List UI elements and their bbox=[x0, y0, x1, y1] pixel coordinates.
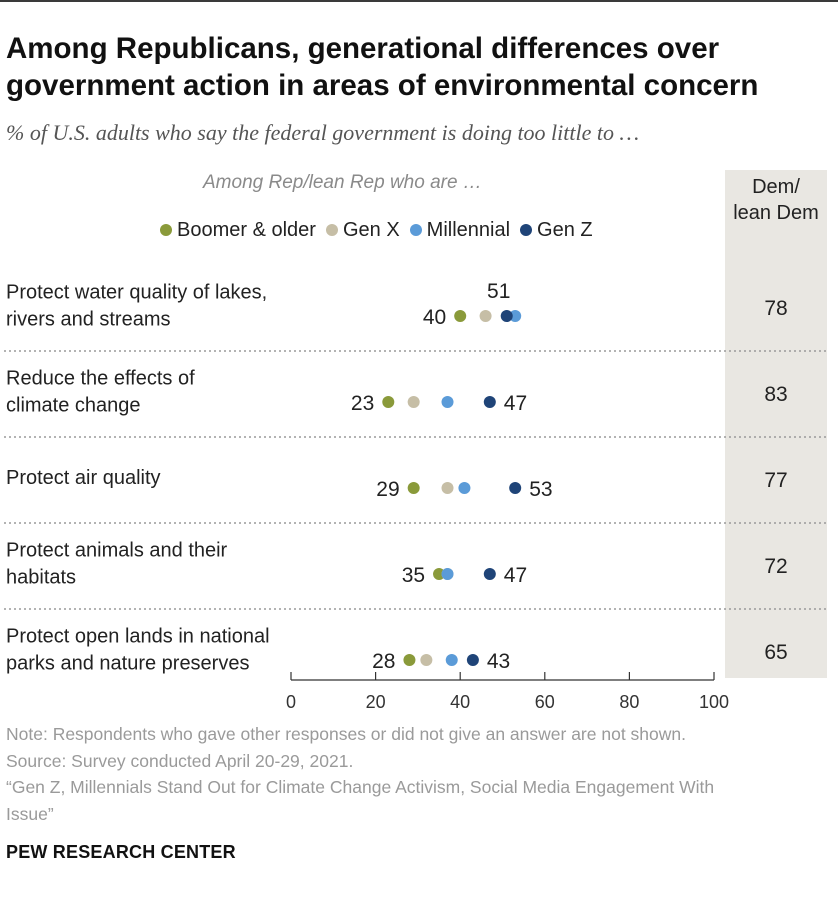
footer-source: Source: Survey conducted April 20-29, 20… bbox=[6, 750, 354, 771]
dot-genz bbox=[509, 482, 522, 494]
dot-genz bbox=[500, 310, 513, 322]
legend-label-genx: Gen X bbox=[342, 218, 400, 241]
min-value-label: 28 bbox=[372, 650, 395, 673]
dot-millennial bbox=[441, 396, 454, 408]
dem-value: 65 bbox=[764, 641, 787, 664]
dot-genz bbox=[483, 568, 496, 580]
dot-genx bbox=[420, 654, 433, 666]
dot-boomer bbox=[382, 396, 395, 408]
x-axis-tick-label: 60 bbox=[535, 692, 555, 712]
dem-header-line2: lean Dem bbox=[733, 202, 819, 224]
footer-report-line1: “Gen Z, Millennials Stand Out for Climat… bbox=[6, 777, 715, 797]
legend-item-genx: Gen X bbox=[325, 218, 400, 242]
x-axis-tick-label: 40 bbox=[450, 692, 470, 712]
dot-boomer bbox=[433, 568, 446, 580]
min-value-label: 29 bbox=[376, 478, 399, 501]
brand-logo-text: PEW RESEARCH CENTER bbox=[6, 842, 236, 862]
max-value-label: 47 bbox=[504, 564, 527, 587]
min-value-label: 23 bbox=[351, 392, 374, 415]
dot-boomer bbox=[454, 310, 467, 322]
dot-genx bbox=[479, 310, 492, 322]
dot-millennial bbox=[458, 482, 471, 494]
row-label: Reduce the effects of bbox=[6, 368, 195, 390]
dot-millennial bbox=[509, 310, 522, 322]
legend: Boomer & older Gen X Millennial Gen Z bbox=[160, 218, 603, 242]
dot-genx bbox=[441, 482, 454, 494]
row-label: Protect open lands in national bbox=[6, 626, 270, 648]
row-label: Protect air quality bbox=[6, 467, 161, 489]
row-label: rivers and streams bbox=[6, 309, 171, 331]
chart-subtitle: % of U.S. adults who say the federal gov… bbox=[6, 120, 640, 145]
x-axis-tick-label: 20 bbox=[366, 692, 386, 712]
legend-dot-boomer bbox=[160, 224, 172, 236]
dem-column-header: Dem/ lean Dem bbox=[725, 174, 827, 226]
x-axis-tick-label: 0 bbox=[286, 692, 296, 712]
dem-value: 77 bbox=[764, 469, 787, 492]
x-axis-tick-label: 100 bbox=[699, 692, 729, 712]
footer-note: Note: Respondents who gave other respons… bbox=[6, 724, 686, 744]
top-rule bbox=[0, 0, 838, 2]
chart-title: Among Republicans, generational differen… bbox=[6, 32, 759, 102]
legend-label-boomer: Boomer & older bbox=[177, 218, 316, 241]
dem-value: 83 bbox=[764, 383, 787, 406]
dem-header-line1: Dem/ bbox=[752, 176, 800, 198]
legend-label-millennial: Millennial bbox=[426, 218, 511, 241]
dot-boomer bbox=[407, 482, 420, 494]
legend-label-genz: Gen Z bbox=[537, 218, 593, 241]
dot-genz bbox=[466, 654, 479, 666]
legend-item-genz: Gen Z bbox=[520, 219, 593, 242]
dem-column-background bbox=[725, 170, 827, 678]
legend-dot-genz bbox=[520, 224, 533, 236]
legend-dot-genx bbox=[325, 224, 338, 236]
row-label: Protect water quality of lakes, bbox=[6, 282, 267, 304]
legend-item-boomer: Boomer & older bbox=[160, 219, 316, 242]
dot-genx bbox=[407, 396, 420, 408]
dot-plot: Protect water quality of lakes, rivers an… bbox=[4, 280, 826, 712]
min-value-label: 40 bbox=[423, 306, 446, 329]
dot-millennial bbox=[441, 568, 454, 580]
row-label: climate change bbox=[6, 395, 141, 417]
group-note: Among Rep/lean Rep who are … bbox=[203, 172, 482, 193]
dot-millennial bbox=[445, 654, 458, 666]
dem-value: 72 bbox=[764, 555, 787, 578]
dot-genz bbox=[483, 396, 496, 408]
footer-report-line2: Issue” bbox=[6, 803, 54, 824]
max-value-label: 47 bbox=[504, 392, 527, 415]
max-value-label: 43 bbox=[487, 650, 510, 673]
legend-dot-millennial bbox=[409, 224, 422, 236]
max-value-label: 53 bbox=[529, 478, 552, 501]
dot-boomer bbox=[403, 654, 416, 666]
row-label: Protect animals and their bbox=[6, 540, 228, 562]
row-label: parks and nature preserves bbox=[6, 653, 249, 675]
legend-item-millennial: Millennial bbox=[409, 218, 511, 242]
dem-value: 78 bbox=[764, 297, 787, 320]
row-label: habitats bbox=[6, 567, 76, 589]
x-axis-tick-label: 80 bbox=[619, 692, 639, 712]
max-value-label: 51 bbox=[487, 280, 510, 303]
footer: Note: Respondents who gave other respons… bbox=[6, 721, 826, 827]
min-value-label: 35 bbox=[402, 564, 425, 587]
